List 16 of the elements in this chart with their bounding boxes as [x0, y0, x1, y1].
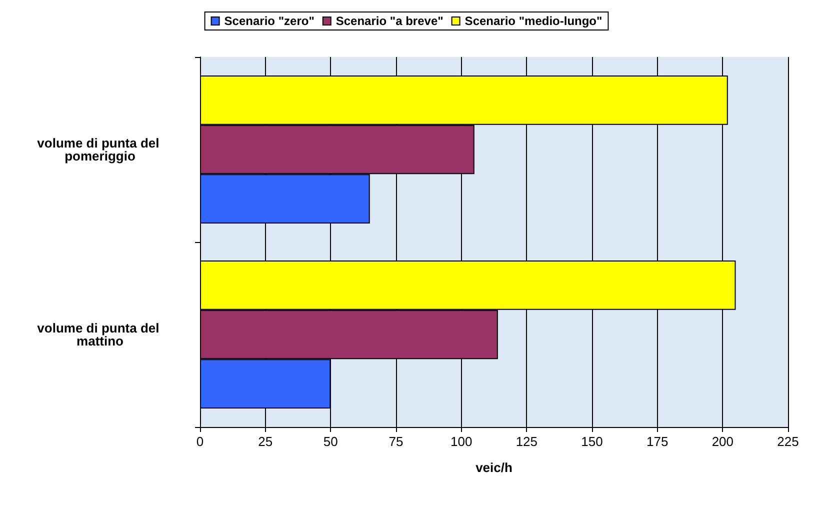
x-axis-title: veic/h — [476, 460, 512, 475]
x-tick-label: 0 — [196, 434, 204, 449]
x-tick-label: 200 — [712, 434, 734, 449]
y-tick-label: volume di punta del mattino — [37, 320, 163, 348]
x-tick-label: 75 — [388, 434, 404, 449]
x-tick-label: 25 — [258, 434, 273, 449]
x-tick-label: 125 — [516, 434, 538, 449]
legend-label: Scenario "zero" — [224, 14, 314, 28]
x-tick-label: 175 — [646, 434, 668, 449]
y-tick-label: volume di punta del pomeriggio — [37, 136, 163, 164]
x-tick-label: 50 — [323, 434, 338, 449]
x-tick-label: 225 — [777, 434, 799, 449]
x-tick-label: 100 — [450, 434, 472, 449]
legend-label: Scenario "medio-lungo" — [464, 14, 602, 28]
x-tick-label: 150 — [581, 434, 603, 449]
legend-label: Scenario "a breve" — [336, 14, 444, 28]
